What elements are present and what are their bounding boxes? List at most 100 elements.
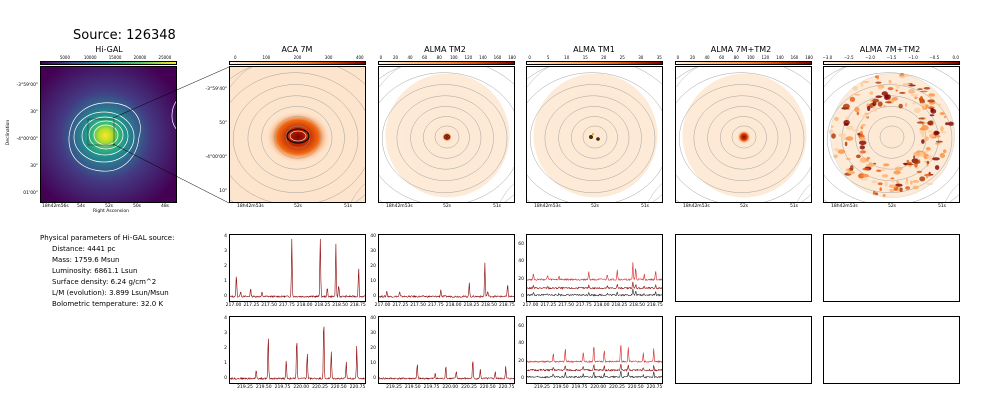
colorbar-tick-7mtm2: 60 — [719, 55, 725, 60]
spectrum-tm2-band1-series-0 — [378, 262, 514, 299]
spectrum-tm2-band1-xtick: 217.00 — [374, 303, 391, 308]
higal-xtick: 48s — [160, 204, 170, 209]
colorbar-tick-tm2: 120 — [464, 55, 473, 60]
spectrum-tm1-band1-ytick: 60 — [518, 242, 524, 248]
colorbar-tick-7mtm2: 120 — [761, 55, 770, 60]
spectrum-aca-band2-ytick: 3 — [224, 330, 227, 336]
colorbar-tick-tm2: 60 — [422, 55, 428, 60]
zoom-xtick: 52s — [590, 204, 600, 209]
param-tbol: Bolometric temperature: 32.0 K — [52, 300, 164, 308]
higal-map — [40, 66, 177, 203]
colorbar-tick-higal: 25000 — [158, 55, 172, 60]
spectrum-tm2-band2-ytick: 10 — [370, 360, 376, 366]
spectrum-aca-band1-ytick: 0 — [224, 293, 227, 299]
spectrum-aca-band2-xtick: 220.75 — [349, 385, 366, 390]
panel-title-7mtm2: ALMA 7M+TM2 — [710, 45, 772, 54]
spectrum-tm2-band1-xtick: 218.00 — [445, 303, 462, 308]
colorbar-tick-7mtm2: 180 — [805, 55, 813, 60]
spectrum-tm2-band1-ytick: 40 — [370, 233, 376, 239]
physical-parameters: Physical parameters of Hi-GAL source: Di… — [40, 233, 174, 310]
spectrum-tm1-band1-series-2 — [526, 288, 663, 297]
spectrum-tm1-band2-ytick: 20 — [518, 358, 524, 364]
colorbar-tick-tm1: 25 — [619, 55, 625, 60]
colorbar-tick-7mtm2b: −2.5 — [843, 55, 854, 60]
colorbar-tick-7mtm2b: −3.0 — [822, 55, 833, 60]
spectrum-aca-band2-xtick: 220.25 — [312, 385, 328, 390]
param-distance: Distance: 4441 pc — [52, 245, 116, 253]
params-heading: Physical parameters of Hi-GAL source: — [40, 234, 175, 242]
spectrum-tm1-band2-series-2 — [526, 370, 663, 379]
zoom-xtick: 18h42m53s — [534, 204, 561, 209]
zoom-xtick: 51s — [789, 204, 799, 209]
param-surface-density: Surface density: 6.24 g/cm^2 — [52, 278, 157, 286]
zoom-xtick: 51s — [343, 204, 353, 209]
colorbar-aca7m — [229, 61, 366, 65]
empty-spectrum-7mtm2b-band1 — [823, 234, 960, 302]
colorbar-7mtm2b — [823, 61, 960, 65]
zoom-xtick: 51s — [640, 204, 650, 209]
colorbar-tick-7mtm2: 80 — [733, 55, 739, 60]
spectrum-tm2-band1-svg — [378, 262, 514, 299]
spectrum-tm2-band1-ytick: 0 — [373, 293, 376, 299]
spectrum-tm2-band2-xtick: 220.75 — [498, 385, 515, 390]
colorbar-tick-7mtm2: 160 — [790, 55, 799, 60]
param-lm: L/M (evolution): 3.899 Lsun/Msun — [52, 289, 169, 297]
spectrum-tm2-band1-ytick: 10 — [370, 278, 376, 284]
zoom-xtick: 52s — [293, 204, 303, 209]
higal-ytick: 01'00" — [23, 191, 38, 196]
higal-ytick: 30" — [30, 110, 38, 115]
spectrum-tm2-band2-xtick: 219.75 — [423, 385, 440, 390]
spectrum-tm1-band1-ytick: 0 — [521, 293, 524, 299]
spectrum-tm1-band1-svg — [526, 262, 663, 297]
spectrum-tm2-band1-xtick: 217.75 — [427, 303, 444, 308]
spectrum-aca-band2-ytick: 2 — [224, 345, 227, 351]
spectrum-aca-band1-ytick: 1 — [224, 278, 227, 284]
spectrum-aca-band2-ytick: 0 — [224, 375, 227, 381]
tm2-map — [378, 66, 515, 203]
spectrum-tm1-band2-xtick: 220.25 — [609, 385, 625, 390]
spectrum-aca-band1-xtick: 218.50 — [332, 303, 348, 308]
panel-title-tm2: ALMA TM2 — [424, 45, 466, 54]
spectrum-tm2-band2-ytick: 0 — [373, 375, 376, 381]
colorbar-tick-tm2: 40 — [407, 55, 413, 60]
spectrum-aca-band2-xtick: 219.50 — [255, 385, 272, 390]
map-7m-svg — [676, 67, 811, 202]
map-tm1-contours — [527, 67, 662, 202]
spectrum-aca-band2-xtick: 220.00 — [293, 385, 310, 390]
spectrum-tm1-band1-xtick: 218.75 — [647, 303, 663, 308]
colorbar-tick-tm1: 30 — [638, 55, 644, 60]
spectrum-tm2-band2 — [378, 316, 515, 384]
spectrum-tm1-band2-series-0 — [526, 345, 663, 364]
spectrum-tm2-band2-series-0 — [378, 361, 515, 380]
higal-xlabel: Right Ascension — [93, 209, 129, 214]
spectrum-tm1-band2-ytick: 60 — [518, 324, 524, 330]
colorbar-tick-tm1: 20 — [601, 55, 607, 60]
colorbar-tick-tm1: 5 — [546, 55, 550, 60]
empty-spectrum-7mtm2b-band2 — [823, 316, 960, 384]
7mtm2-b-map — [823, 66, 960, 203]
panel-title-aca7m: ACA 7M — [281, 45, 313, 54]
zoom-xtick: 51s — [937, 204, 947, 209]
spectrum-aca-band2-xtick: 219.75 — [274, 385, 291, 390]
colorbar-tick-7mtm2: 140 — [776, 55, 784, 60]
colorbar-tick-7mtm2b: 0.0 — [952, 55, 959, 60]
colorbar-tick-tm1: 35 — [656, 55, 662, 60]
spectrum-aca-band1-xtick: 218.75 — [350, 303, 366, 308]
colorbar-tick-tm2: 100 — [449, 55, 458, 60]
spectrum-tm2-band2-ytick: 20 — [370, 345, 376, 351]
spectrum-aca-band1-series-0 — [229, 238, 366, 299]
colorbar-tick-aca7m: 200 — [293, 55, 302, 60]
spectrum-tm1-band2-xtick: 220.00 — [590, 385, 607, 390]
spectrum-aca-band2-ytick: 1 — [224, 360, 227, 366]
map-aca-svg — [230, 67, 365, 202]
spectrum-tm2-band2-xtick: 220.00 — [442, 385, 459, 390]
spectrum-tm1-band1-xtick: 218.00 — [593, 303, 610, 308]
spectrum-tm1-band2-xtick: 220.50 — [627, 385, 644, 390]
spectrum-tm1-band2-ytick: 0 — [521, 375, 524, 381]
spectrum-tm2-band2-ytick: 30 — [370, 330, 376, 336]
spectrum-aca-band1 — [229, 234, 366, 302]
colorbar-tick-tm1: 10 — [564, 55, 570, 60]
7mtm2-map — [675, 66, 812, 203]
spectrum-tm1-band2 — [526, 316, 663, 384]
colorbar-tick-7mtm2b: −2.0 — [865, 55, 875, 60]
